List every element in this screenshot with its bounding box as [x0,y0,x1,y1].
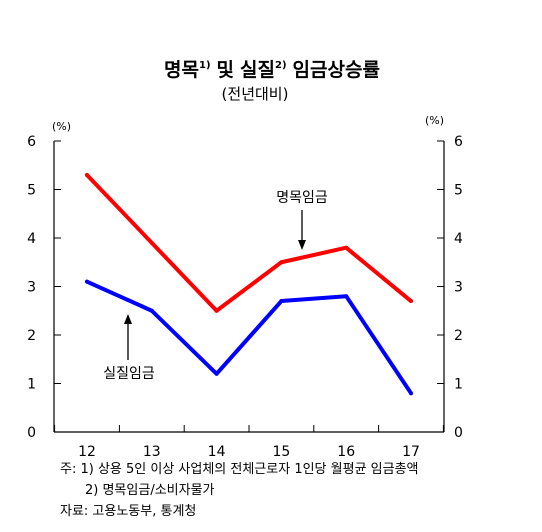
real-wage-point [85,279,89,284]
labels-layer: 0 01 12 23 34 45 56 612 13 14 15 16 17 [27,134,463,460]
real-wage-annotation: 실질임금 [103,366,155,382]
real-wage-point [149,308,154,313]
footnote-2: 2) 명목임금/소비자물가 [85,483,215,498]
real-wage-point [214,371,219,376]
source-note: 자료: 고용노동부, 통계청 [60,504,196,519]
left-unit-label: (%) [52,120,71,133]
real-arrow-icon [124,314,132,360]
right-y-tick-label: 0 [454,425,463,441]
right-y-tick-label: 1 [454,377,463,393]
right-y-tick-label: 6 [454,134,463,150]
chart-subtitle: (전년대비) [222,85,289,103]
footnote-1: 주: 1) 상용 5인 이상 사업체의 전체근로자 1인당 월평균 임금총액 [60,462,419,477]
left-y-tick-label: 6 [27,134,36,150]
left-y-tick-label: 2 [27,328,36,344]
x-tick-label: 12 [78,444,96,460]
nominal-wage-point [214,308,219,313]
x-tick-label: 15 [272,444,290,460]
x-tick-label: 16 [337,444,355,460]
x-tick-label: 14 [208,444,226,460]
real-wage-point [409,391,413,396]
x-tick-label: 13 [143,444,161,460]
nominal-arrow-icon [298,210,306,250]
right-y-tick-label: 3 [454,280,463,296]
right-y-tick-label: 5 [454,183,463,199]
x-tick-label: 17 [402,444,420,460]
left-y-tick-label: 5 [27,183,36,199]
nominal-wage-line [85,172,413,313]
right-y-tick-label: 2 [454,328,463,344]
real-wage-point [344,294,349,299]
nominal-wage-point [344,245,349,250]
series-layer [85,172,413,396]
right-unit-label: (%) [425,114,444,127]
nominal-wage-point [149,240,154,245]
chart-title: 명목1) 및 실질2) 임금상승률 [164,59,380,81]
nominal-wage-point [279,260,284,265]
nominal-wage-point [85,172,89,177]
real-wage-point [279,299,284,304]
axes [53,140,445,433]
left-y-tick-label: 1 [27,377,36,393]
left-y-tick-label: 0 [27,425,36,441]
left-y-tick-label: 4 [27,231,36,247]
real-wage-line [85,279,413,396]
right-y-tick-label: 4 [454,231,463,247]
nominal-wage-annotation: 명목임금 [276,190,328,206]
nominal-wage-point [409,299,413,304]
left-y-tick-label: 3 [27,280,36,296]
